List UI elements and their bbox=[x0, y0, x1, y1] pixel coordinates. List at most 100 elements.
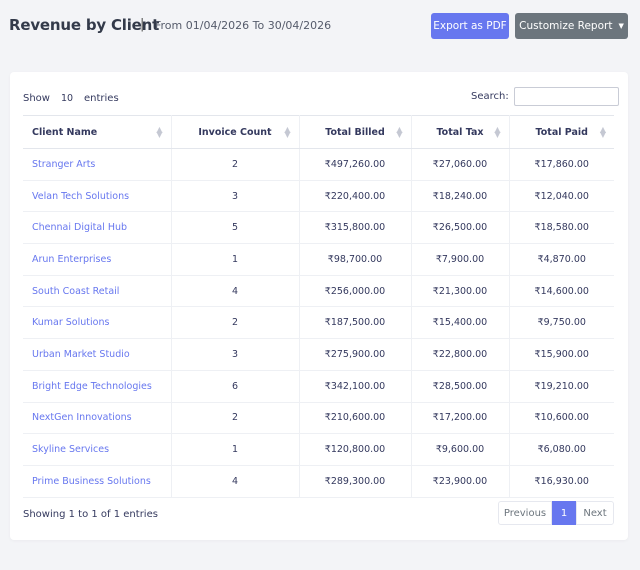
column-label: Total Paid bbox=[535, 126, 588, 138]
total-billed-cell: ₹220,400.00 bbox=[299, 180, 412, 213]
column-label: Invoice Count bbox=[198, 126, 272, 138]
client-name-link[interactable]: Stranger Arts bbox=[23, 148, 172, 181]
total-billed-cell: ₹315,800.00 bbox=[299, 211, 412, 245]
sort-icon: ▲ ▼ bbox=[396, 125, 403, 139]
client-name-link[interactable]: South Coast Retail bbox=[23, 275, 172, 308]
table-row: Chennai Digital Hub 5 ₹315,800.00 ₹26,50… bbox=[23, 211, 614, 245]
total-paid-cell: ₹4,870.00 bbox=[509, 243, 614, 276]
invoice-count-cell: 1 bbox=[171, 433, 300, 466]
total-billed-cell: ₹275,900.00 bbox=[299, 338, 412, 371]
next-page-button[interactable]: Next bbox=[576, 501, 614, 525]
total-paid-cell: ₹14,600.00 bbox=[509, 275, 614, 308]
search-input[interactable] bbox=[513, 87, 619, 106]
table-row: Bright Edge Technologies 6 ₹342,100.00 ₹… bbox=[23, 370, 614, 403]
total-paid-cell: ₹15,900.00 bbox=[509, 338, 614, 371]
table-info: Showing 1 to 1 of 1 entries bbox=[23, 509, 158, 520]
client-name-link[interactable]: Chennai Digital Hub bbox=[23, 211, 172, 245]
invoice-count-cell: 3 bbox=[171, 338, 300, 371]
page-length-select[interactable]: 10 bbox=[60, 92, 74, 104]
total-tax-cell: ₹28,500.00 bbox=[411, 370, 510, 403]
client-name-link[interactable]: Arun Enterprises bbox=[23, 243, 172, 276]
total-tax-cell: ₹23,900.00 bbox=[411, 465, 510, 498]
total-tax-cell: ₹17,200.00 bbox=[411, 402, 510, 435]
column-header-total-billed[interactable]: Total Billed ▲ ▼ bbox=[299, 115, 412, 149]
column-label: Total Billed bbox=[325, 126, 385, 138]
total-billed-cell: ₹98,700.00 bbox=[299, 243, 412, 276]
table-row: Velan Tech Solutions 3 ₹220,400.00 ₹18,2… bbox=[23, 180, 614, 213]
invoice-count-cell: 1 bbox=[171, 243, 300, 276]
column-header-client-name[interactable]: Client Name ▲ ▼ bbox=[23, 115, 172, 149]
invoice-count-cell: 3 bbox=[171, 180, 300, 213]
column-header-total-paid[interactable]: Total Paid ▲ ▼ bbox=[509, 115, 614, 149]
table-row: NextGen Innovations 2 ₹210,600.00 ₹17,20… bbox=[23, 402, 614, 435]
total-paid-cell: ₹6,080.00 bbox=[509, 433, 614, 466]
previous-page-button[interactable]: Previous bbox=[498, 501, 552, 525]
total-billed-cell: ₹289,300.00 bbox=[299, 465, 412, 498]
total-paid-cell: ₹10,600.00 bbox=[509, 402, 614, 435]
total-tax-cell: ₹15,400.00 bbox=[411, 306, 510, 340]
show-label: Show bbox=[23, 92, 50, 104]
client-name-link[interactable]: NextGen Innovations bbox=[23, 402, 172, 435]
total-tax-cell: ₹21,300.00 bbox=[411, 275, 510, 308]
invoice-count-cell: 2 bbox=[171, 306, 300, 340]
total-billed-cell: ₹256,000.00 bbox=[299, 275, 412, 308]
total-tax-cell: ₹9,600.00 bbox=[411, 433, 510, 466]
total-paid-cell: ₹16,930.00 bbox=[509, 465, 614, 498]
invoice-count-cell: 5 bbox=[171, 211, 300, 245]
table-row: Stranger Arts 2 ₹497,260.00 ₹27,060.00 ₹… bbox=[23, 148, 614, 181]
column-label: Client Name bbox=[32, 126, 98, 138]
table-row: Urban Market Studio 3 ₹275,900.00 ₹22,80… bbox=[23, 338, 614, 371]
column-header-total-tax[interactable]: Total Tax ▲ ▼ bbox=[411, 115, 510, 149]
total-paid-cell: ₹19,210.00 bbox=[509, 370, 614, 403]
total-paid-cell: ₹12,040.00 bbox=[509, 180, 614, 213]
search-label: Search: bbox=[471, 91, 509, 102]
table-header-row: Client Name ▲ ▼ Invoice Count ▲ ▼ Total Bill… bbox=[23, 115, 614, 149]
page-title: Revenue by Client bbox=[9, 16, 160, 34]
table-row: Arun Enterprises 1 ₹98,700.00 ₹7,900.00 … bbox=[23, 243, 614, 276]
invoice-count-cell: 6 bbox=[171, 370, 300, 403]
title-separator: | bbox=[140, 17, 145, 32]
table-row: South Coast Retail 4 ₹256,000.00 ₹21,300… bbox=[23, 275, 614, 308]
client-name-link[interactable]: Prime Business Solutions bbox=[23, 465, 172, 498]
invoice-count-cell: 4 bbox=[171, 275, 300, 308]
client-name-link[interactable]: Bright Edge Technologies bbox=[23, 370, 172, 403]
customize-report-button[interactable]: Customize Report ▼ bbox=[515, 13, 628, 39]
page-length-control: Show 10 entries bbox=[23, 90, 119, 106]
entries-label: entries bbox=[83, 92, 119, 104]
revenue-table: Client Name ▲ ▼ Invoice Count ▲ ▼ Total Bill… bbox=[23, 115, 614, 498]
total-tax-cell: ₹27,060.00 bbox=[411, 148, 510, 181]
invoice-count-cell: 4 bbox=[171, 465, 300, 498]
client-name-link[interactable]: Kumar Solutions bbox=[23, 306, 172, 340]
pagination: Previous 1 Next bbox=[498, 501, 614, 525]
client-name-link[interactable]: Urban Market Studio bbox=[23, 338, 172, 371]
total-tax-cell: ₹7,900.00 bbox=[411, 243, 510, 276]
total-billed-cell: ₹210,600.00 bbox=[299, 402, 412, 435]
sort-icon: ▲ ▼ bbox=[494, 125, 501, 139]
total-billed-cell: ₹497,260.00 bbox=[299, 148, 412, 181]
page-1-button[interactable]: 1 bbox=[552, 501, 576, 525]
client-name-link[interactable]: Velan Tech Solutions bbox=[23, 180, 172, 213]
invoice-count-cell: 2 bbox=[171, 402, 300, 435]
export-pdf-button[interactable]: Export as PDF bbox=[431, 13, 509, 39]
column-header-invoice-count[interactable]: Invoice Count ▲ ▼ bbox=[171, 115, 300, 149]
total-tax-cell: ₹18,240.00 bbox=[411, 180, 510, 213]
total-billed-cell: ₹342,100.00 bbox=[299, 370, 412, 403]
invoice-count-cell: 2 bbox=[171, 148, 300, 181]
total-paid-cell: ₹9,750.00 bbox=[509, 306, 614, 340]
table-row: Prime Business Solutions 4 ₹289,300.00 ₹… bbox=[23, 465, 614, 498]
total-billed-cell: ₹187,500.00 bbox=[299, 306, 412, 340]
total-paid-cell: ₹18,580.00 bbox=[509, 211, 614, 245]
report-card: Show 10 entries Search: Client Name ▲ ▼ In… bbox=[10, 72, 628, 540]
customize-report-label: Customize Report bbox=[519, 20, 613, 32]
chevron-down-icon: ▼ bbox=[618, 22, 624, 30]
client-name-link[interactable]: Skyline Services bbox=[23, 433, 172, 466]
total-paid-cell: ₹17,860.00 bbox=[509, 148, 614, 181]
date-range: From 01/04/2026 To 30/04/2026 bbox=[155, 19, 332, 32]
table-row: Kumar Solutions 2 ₹187,500.00 ₹15,400.00… bbox=[23, 306, 614, 340]
sort-icon: ▲ ▼ bbox=[599, 125, 606, 139]
sort-icon: ▲ ▼ bbox=[156, 125, 163, 139]
column-label: Total Tax bbox=[436, 126, 484, 138]
total-billed-cell: ₹120,800.00 bbox=[299, 433, 412, 466]
sort-icon: ▲ ▼ bbox=[284, 125, 291, 139]
total-tax-cell: ₹22,800.00 bbox=[411, 338, 510, 371]
